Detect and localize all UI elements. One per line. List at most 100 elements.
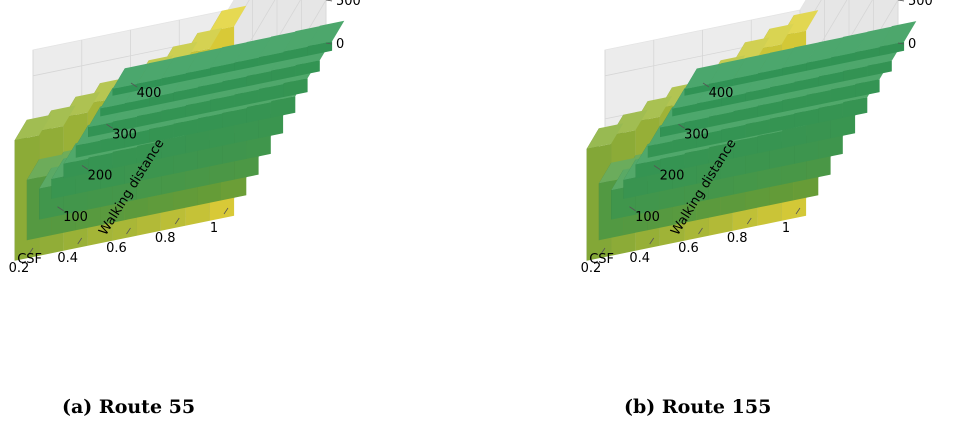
bar-front (222, 76, 247, 92)
bar-top (586, 123, 624, 149)
bar-top (757, 23, 794, 50)
bar-top (283, 26, 320, 52)
bar (855, 26, 892, 61)
bar-front (769, 82, 795, 97)
bar-top (87, 78, 125, 104)
bar-front (209, 123, 235, 149)
bar-front (197, 113, 223, 133)
bar (684, 63, 722, 96)
bar-top (112, 63, 150, 89)
bar-front (136, 111, 162, 128)
bar-front (733, 136, 758, 159)
bar-front (136, 141, 162, 164)
bar-front (271, 65, 296, 82)
bar-front (647, 141, 673, 158)
bar-front (210, 95, 235, 113)
bar-front (708, 142, 734, 164)
bar-top (709, 58, 746, 84)
bar-front (733, 106, 758, 123)
bar (879, 21, 917, 56)
bar-front (63, 158, 89, 179)
bar-top (806, 37, 844, 63)
bar-top (733, 53, 771, 79)
bar-front (684, 84, 710, 96)
bar-front (75, 140, 101, 158)
bar-top (185, 28, 222, 54)
bar-front (855, 47, 880, 61)
bar-front (149, 124, 174, 143)
bar-front (672, 135, 697, 153)
bar-front (161, 105, 186, 123)
bar-front (124, 129, 150, 148)
bar (283, 26, 320, 61)
y-tick-label: 400 (137, 86, 162, 101)
y-tick-label: 300 (112, 127, 137, 142)
bar-front (307, 41, 333, 56)
bar-front (855, 79, 880, 98)
x-tick-label: 0.8 (727, 231, 748, 246)
bar-front (781, 125, 807, 149)
bar-front (185, 129, 210, 154)
bar-top (137, 58, 174, 84)
bar-front (197, 82, 223, 97)
bar-front (794, 77, 819, 92)
bar-front (757, 131, 782, 154)
bar-front (112, 116, 137, 133)
bar-front (806, 57, 831, 71)
bar-top (781, 10, 819, 36)
bar-front (806, 90, 831, 108)
bar-front (149, 92, 174, 107)
bar-top (782, 42, 819, 69)
bar-front (696, 130, 722, 148)
bar-front (879, 41, 905, 56)
bar-top (757, 47, 795, 74)
bar-front (818, 103, 843, 123)
bar-top (307, 20, 345, 47)
bar-front (258, 52, 284, 66)
x-tick-label: 0.2 (9, 261, 30, 276)
bar-front (112, 147, 137, 169)
bar-top (855, 26, 892, 53)
bar-top (39, 105, 76, 131)
bar-front (270, 96, 296, 118)
bar-front (161, 73, 186, 86)
bar-front (295, 60, 320, 77)
bar (112, 63, 150, 96)
bar-front (173, 118, 198, 138)
bar-front (234, 117, 259, 144)
bar-front (830, 113, 856, 139)
chart-route-155: 10.80.60.40.2100200300400050010001500200… (581, 0, 933, 276)
y-tick-label: 100 (63, 210, 88, 225)
bar-front (782, 63, 807, 76)
bar-top (234, 37, 272, 63)
bar-top (210, 42, 247, 68)
bar-front (246, 102, 271, 123)
bar (782, 42, 819, 76)
bar-front (672, 103, 697, 117)
bar-front (757, 68, 783, 81)
bar-front (745, 87, 770, 102)
bar-front (830, 52, 856, 66)
bar-front (185, 68, 211, 81)
x-axis-label: CSF (17, 252, 42, 267)
caption-route-55: (a) Route 55 (62, 396, 196, 418)
y-tick-label: 200 (660, 169, 685, 184)
bar-front (830, 84, 856, 103)
bar-front (161, 135, 186, 159)
bar-front (842, 97, 868, 118)
bar-front (100, 103, 125, 117)
bar-front (818, 71, 844, 87)
bar-front (696, 98, 722, 112)
bar-front (660, 122, 685, 138)
bar-front (684, 148, 709, 169)
bar-front (88, 122, 113, 138)
bar-front (806, 119, 831, 144)
caption-route-155: (b) Route 155 (624, 396, 772, 418)
x-tick-label: 0.6 (106, 241, 127, 256)
x-tick-label: 0.4 (629, 251, 650, 266)
bar (26, 154, 64, 241)
bar-front (137, 78, 162, 91)
chart-route-55: 10.80.60.40.2100200300400050010001500200… (9, 0, 361, 276)
bar-front (51, 174, 76, 199)
bar-front (721, 93, 746, 107)
